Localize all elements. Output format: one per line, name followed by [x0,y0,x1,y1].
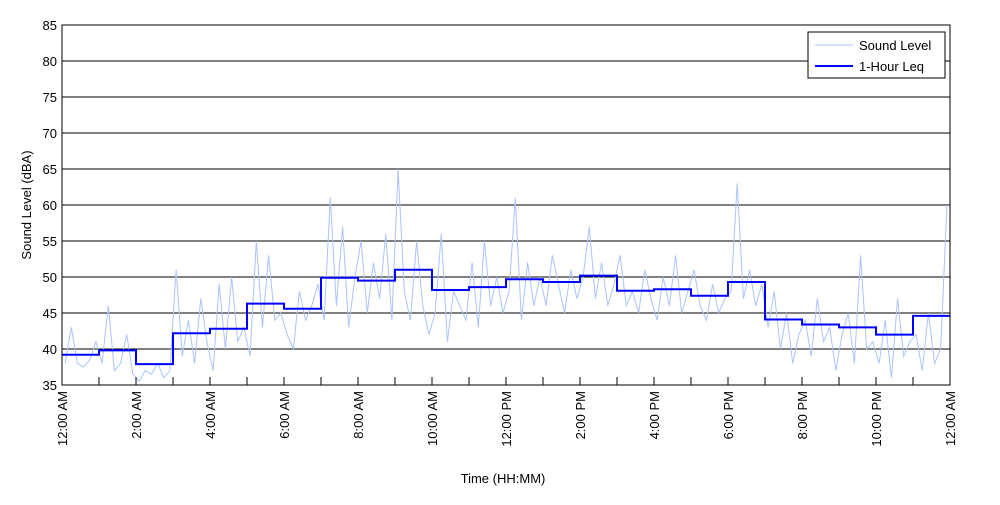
x-tick-label: 4:00 AM [203,391,218,439]
series [62,168,950,383]
x-axis: 12:00 AM 2:00 AM 4:00 AM 6:00 AM 8:00 AM 10:0… [55,377,958,447]
legend-label-sound-level: Sound Level [859,38,931,53]
x-tick-label: 4:00 PM [647,391,662,439]
y-tick-label: 80 [43,54,57,69]
leq-step-line [62,268,950,366]
y-tick-label: 35 [43,378,57,393]
y-tick-label: 40 [43,342,57,357]
y-tick-label: 55 [43,234,57,249]
y-tick-label: 70 [43,126,57,141]
y-tick-label: 65 [43,162,57,177]
y-axis: 35 40 45 50 55 60 65 70 75 80 85 [43,18,57,393]
x-tick-label: 8:00 AM [351,391,366,439]
x-tick-label: 12:00 AM [943,391,958,446]
x-tick-label: 2:00 PM [573,391,588,439]
x-tick-label: 6:00 PM [721,391,736,439]
y-tick-label: 50 [43,270,57,285]
x-tick-label: 8:00 PM [795,391,810,439]
x-tick-label: 10:00 PM [869,391,884,447]
legend-label-leq: 1-Hour Leq [859,59,924,74]
legend: Sound Level 1-Hour Leq [807,31,946,79]
y-tick-label: 60 [43,198,57,213]
grid [62,60,950,350]
y-tick-label: 75 [43,90,57,105]
x-tick-label: 10:00 AM [425,391,440,446]
legend-box [807,31,946,79]
x-tick-label: 12:00 AM [55,391,70,446]
x-axis-label: Time (HH:MM) [461,471,546,486]
y-axis-label: Sound Level (dBA) [19,150,34,259]
x-tick-label: 12:00 PM [499,391,514,447]
y-tick-label: 85 [43,18,57,33]
y-tick-label: 45 [43,306,57,321]
x-tick-label: 6:00 AM [277,391,292,439]
x-tick-label: 2:00 AM [129,391,144,439]
sound-level-line [64,168,948,383]
